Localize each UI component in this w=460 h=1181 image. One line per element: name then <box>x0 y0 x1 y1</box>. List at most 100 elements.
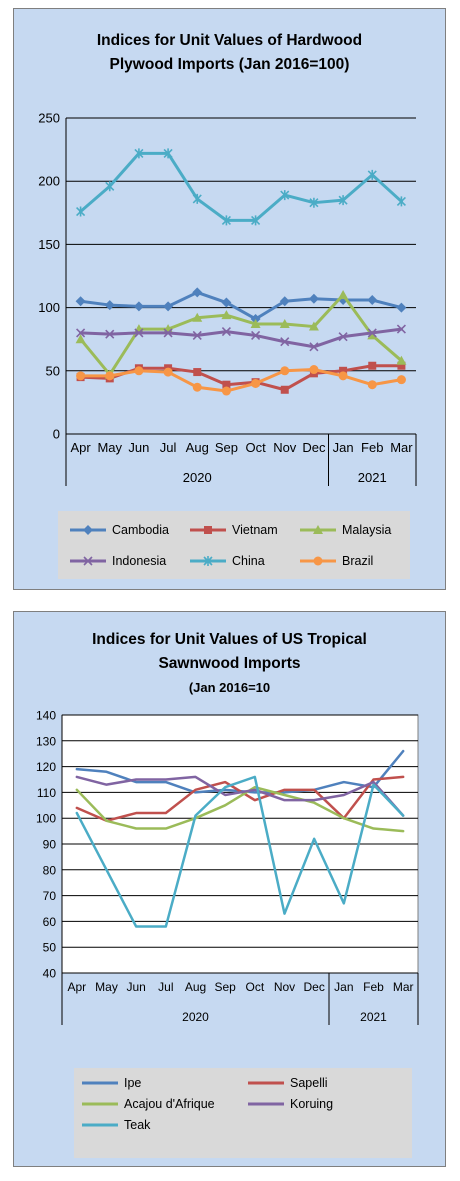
data-point <box>192 193 202 204</box>
series-line <box>79 368 403 393</box>
sawnwood-chart-plot: 40 50 60 70 80 90 100 110 120 130 140 Apr May Jun Jul A… <box>36 709 419 1025</box>
data-point <box>279 319 290 329</box>
legend-item: Acajou d'Afrique <box>80 1097 215 1111</box>
x-tick-label: Apr <box>67 980 86 994</box>
legend-label: Teak <box>124 1118 151 1132</box>
x-tick-label: Apr <box>70 440 91 455</box>
legend-label: Sapelli <box>290 1076 328 1090</box>
year-label: 2021 <box>360 1010 387 1024</box>
series-line <box>79 364 403 392</box>
plywood-legend: Cambodia Vietnam Malaysia Indonesia China Bra… <box>58 511 410 579</box>
series-koruing <box>75 775 405 817</box>
data-point <box>367 169 377 180</box>
plywood-title-line2: Plywood Imports (Jan 2016=100) <box>109 56 350 73</box>
series-sapelli <box>75 775 405 823</box>
series-teak <box>75 775 405 928</box>
x-tick-label: Jun <box>128 440 149 455</box>
x-tick-label: Nov <box>274 980 295 994</box>
y-tick-label: 100 <box>38 300 60 315</box>
sawnwood-title-line2: Sawnwood Imports <box>158 655 301 672</box>
data-point <box>163 148 173 159</box>
data-point <box>368 361 377 370</box>
y-tick-label: 250 <box>38 111 60 126</box>
plywood-chart-panel: Indices for Unit Values of Hardwood Plyw… <box>13 8 446 590</box>
legend-swatch <box>82 1102 118 1106</box>
data-point <box>134 328 144 338</box>
series-line <box>75 775 405 817</box>
data-point <box>396 302 407 313</box>
legend-item: Sapelli <box>246 1076 328 1090</box>
data-point <box>221 297 232 308</box>
data-point <box>309 365 319 375</box>
x-tick-label: Sep <box>214 980 236 994</box>
legend-label: Koruing <box>290 1097 334 1111</box>
data-point <box>76 371 86 381</box>
data-point <box>251 378 261 388</box>
legend-marker <box>83 556 93 566</box>
y-tick-label: 120 <box>36 760 56 774</box>
x-tick-label: May <box>95 980 118 994</box>
data-point <box>280 366 290 376</box>
series-line <box>79 151 403 222</box>
data-point <box>309 197 319 208</box>
data-point <box>397 361 406 370</box>
data-point <box>279 296 290 307</box>
data-point <box>396 355 407 365</box>
data-point <box>250 313 261 324</box>
legend-marker <box>313 525 323 534</box>
data-point <box>192 287 203 298</box>
data-point <box>133 301 144 312</box>
data-point <box>192 382 202 392</box>
x-tick-label: Dec <box>303 980 324 994</box>
sawnwood-legend: Ipe Sapelli Acajou d'Afrique Koruing Teak <box>74 1068 412 1158</box>
legend-label: Cambodia <box>112 523 169 537</box>
data-point <box>193 368 202 377</box>
y-tick-label: 60 <box>43 915 57 929</box>
data-point <box>134 366 144 376</box>
data-point <box>367 328 377 338</box>
data-point <box>104 300 115 311</box>
legend-swatch <box>248 1102 284 1106</box>
x-tick-label: Nov <box>273 440 297 455</box>
sawnwood-chart-panel: Indices for Unit Values of US Tropical S… <box>13 611 446 1167</box>
data-point <box>134 148 144 159</box>
data-point <box>308 293 319 304</box>
x-tick-label: Jun <box>126 980 145 994</box>
legend-marker <box>83 525 93 535</box>
legend-label: Acajou d'Afrique <box>124 1097 215 1111</box>
y-tick-label: 110 <box>37 786 56 800</box>
legend-label: Indonesia <box>112 554 167 568</box>
data-point <box>367 295 378 306</box>
y-tick-label: 40 <box>43 967 57 981</box>
data-point <box>250 319 261 329</box>
x-tick-label: Jul <box>160 440 177 455</box>
data-point <box>192 330 202 340</box>
data-point <box>338 332 348 342</box>
legend-swatch <box>190 526 226 534</box>
data-point <box>309 342 319 352</box>
y-tick-label: 70 <box>43 889 57 903</box>
data-point <box>251 330 261 340</box>
data-point <box>163 301 174 312</box>
legend-label: China <box>232 554 265 568</box>
data-point <box>396 324 406 334</box>
sawnwood-title-line3: (Jan 2016=10 <box>188 680 271 695</box>
year-label: 2020 <box>183 470 212 485</box>
legend-item: Ipe <box>80 1076 141 1090</box>
legend-swatch <box>82 1123 118 1127</box>
legend-label: Ipe <box>124 1076 142 1090</box>
x-tick-label: Oct <box>245 980 264 994</box>
data-point <box>251 215 261 226</box>
series-acajou-d-afrique <box>75 785 405 833</box>
data-point <box>280 385 289 394</box>
legend-label: Vietnam <box>232 523 278 537</box>
x-tick-label: Oct <box>245 440 266 455</box>
data-point <box>163 328 173 338</box>
year-label: 2021 <box>358 470 387 485</box>
x-tick-label: May <box>97 440 122 455</box>
data-point <box>280 190 290 201</box>
x-tick-label: Aug <box>185 980 206 994</box>
data-point <box>105 329 115 339</box>
data-point <box>338 195 348 206</box>
y-tick-label: 0 <box>53 427 60 442</box>
